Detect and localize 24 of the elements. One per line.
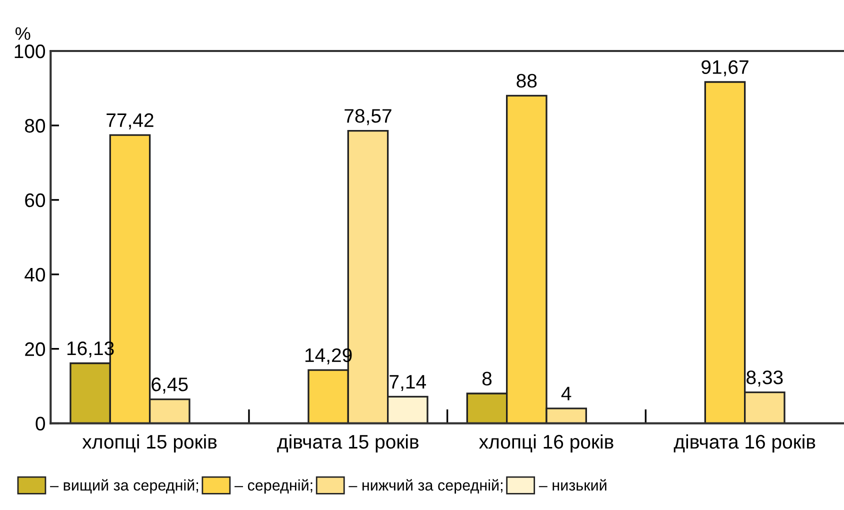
data-label: 77,42 — [106, 113, 154, 130]
data-label: 88 — [516, 74, 537, 88]
y-tick-label: 20 — [25, 342, 46, 356]
legend-label: – вищий за середній; — [50, 479, 198, 494]
legend-label: – середній; — [234, 479, 312, 494]
data-label: 7,14 — [390, 375, 426, 392]
y-tick-label: 40 — [24, 268, 46, 282]
x-tick-label: дівчата 16 років — [674, 434, 816, 453]
legend-label: – низький — [538, 479, 606, 491]
data-label: 78,57 — [344, 109, 392, 126]
x-tick-label: хлопці 15 років — [82, 434, 217, 453]
data-label: 8 — [482, 372, 492, 386]
data-label: 91,67 — [702, 60, 748, 76]
y-tick-label: 60 — [25, 193, 46, 208]
data-label: 4 — [561, 386, 572, 400]
data-label: 8,33 — [746, 370, 783, 387]
y-axis-title: % — [15, 27, 30, 40]
data-label: 6,45 — [152, 378, 188, 394]
y-tick-label: 80 — [25, 118, 46, 133]
y-tick-label: 0 — [36, 416, 46, 431]
legend-label: – нижчий за середній; — [348, 479, 502, 494]
x-tick-label: дівчата 15 років — [277, 434, 418, 453]
x-tick-label: хлопці 16 років — [479, 434, 614, 453]
y-tick-label: 100 — [14, 44, 46, 58]
